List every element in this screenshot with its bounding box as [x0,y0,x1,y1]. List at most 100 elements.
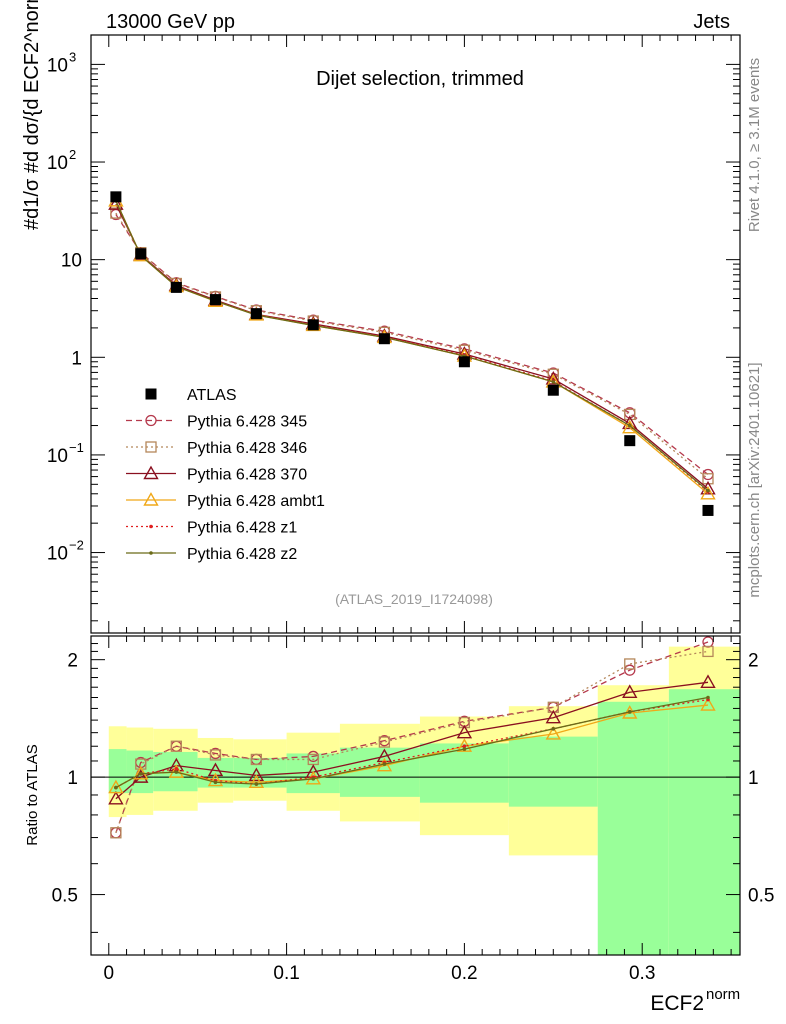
series-marker-ratio [700,674,716,689]
legend-marker [145,414,157,427]
legend-marker [149,551,153,555]
series-marker-ratio [545,726,562,740]
series-marker-ratio [706,695,710,700]
band-green [668,689,740,955]
series-line-main [115,212,709,480]
series-marker-main [700,485,716,500]
series-marker-ratio [138,771,143,776]
y-tick-label-main-exp: −1 [69,440,84,455]
series-marker-ratio [311,777,316,781]
side-label-top: Rivet 4.1.0, ≥ 3.1M events [746,58,763,232]
ratio-y-label: Ratio to ATLAS [24,744,41,845]
series-marker-main [624,408,636,421]
ratio-frame [90,635,741,956]
series-marker-ratio [114,785,118,790]
series-marker-ratio [207,762,224,777]
series-marker-ratio [551,727,556,731]
series-marker-ratio [248,774,265,788]
series-marker-main [209,294,221,306]
series-marker-ratio [209,749,222,761]
analysis-id: (ATLAS_2019_I1724098) [335,591,493,607]
band-green [597,701,669,955]
y-tick-label-ratio-right: 1 [748,768,759,789]
series-marker-ratio [174,767,179,771]
series-marker-ratio [168,764,185,778]
series-marker-ratio [624,658,636,670]
band-green [508,736,598,807]
y-tick-label-main-exp: −2 [69,538,84,553]
y-tick-label-main-exp: 2 [69,147,76,162]
series-marker-ratio [108,779,124,794]
series-line-ratio [115,650,709,834]
series-marker-main [702,504,714,516]
y-tick-label-main: 10 [47,153,68,174]
series-marker-ratio [700,697,716,711]
y-tick-label-main: 10 [47,446,68,467]
header-right: Jets [693,11,730,33]
legend-marker [145,388,157,400]
legend-marker [145,441,157,453]
series-marker-ratio [462,747,467,751]
main-y-label: #d1/σ #d dσ/{d ECF2^norm} [21,0,43,230]
series-line-ratio [115,641,709,834]
series-marker-ratio [462,744,467,749]
y-tick-label-ratio: 1 [67,768,78,789]
band-green [339,747,420,797]
legend-marker [149,524,153,529]
series-line-main [115,214,709,476]
series-marker-ratio [250,753,263,766]
series-marker-ratio [254,782,259,786]
legend-label: ATLAS [187,387,237,404]
legend-label: Pythia 6.428 346 [187,440,307,457]
header-left: 13000 GeV pp [106,11,235,33]
x-axis-label-sup: norm [706,986,740,1003]
series-marker-ratio [545,709,562,724]
y-tick-label-main-exp: 3 [69,49,76,64]
series-marker-main [135,248,147,260]
series-marker-ratio [248,767,265,782]
y-tick-label-ratio: 2 [67,651,78,672]
legend-label: Pythia 6.428 370 [187,467,307,484]
legend-label: Pythia 6.428 ambt1 [187,493,325,510]
series-marker-main [108,196,124,210]
series-marker-ratio [382,762,387,766]
series-marker-ratio [378,736,391,748]
series-marker-main [170,281,182,293]
side-label-bottom: mcplots.cern.ch [arXiv:2401.10621] [746,362,763,597]
y-tick-label-main: 10 [61,251,82,272]
series-marker-main [307,319,319,331]
y-tick-label-ratio-right: 0.5 [748,886,774,907]
x-tick-label: 0.1 [273,963,299,984]
series-marker-main [547,384,559,396]
y-tick-label-ratio-right: 2 [748,651,759,672]
series-marker-ratio [622,684,638,698]
x-tick-label: 0.3 [629,963,655,984]
x-axis-label: ECF2 [650,992,704,1015]
series-marker-main [702,468,714,481]
legend-label: Pythia 6.428 z2 [187,546,297,563]
x-tick-label: 0 [103,963,114,984]
series-marker-ratio [624,664,636,676]
series-marker-ratio [174,770,179,774]
series-marker-main [627,423,632,428]
series-marker-ratio [108,790,124,805]
series-marker-main [110,191,122,203]
legend-label: Pythia 6.428 345 [187,414,307,431]
y-tick-label-main: 1 [71,348,82,369]
series-marker-ratio [170,740,182,752]
legend-label: Pythia 6.428 z1 [187,520,297,537]
series-marker-main [250,308,262,320]
legend-marker [143,465,159,480]
series-marker-main [551,380,556,384]
series-marker-ratio [135,758,147,770]
series-marker-main [458,356,470,368]
series-marker-ratio [110,827,122,839]
y-tick-label-main: 10 [47,55,68,76]
series-marker-main [624,435,636,447]
main-frame [90,34,741,634]
series-marker-ratio [133,769,149,783]
band-green [108,749,127,794]
series-marker-main [706,488,710,493]
series-marker-main [545,371,562,385]
